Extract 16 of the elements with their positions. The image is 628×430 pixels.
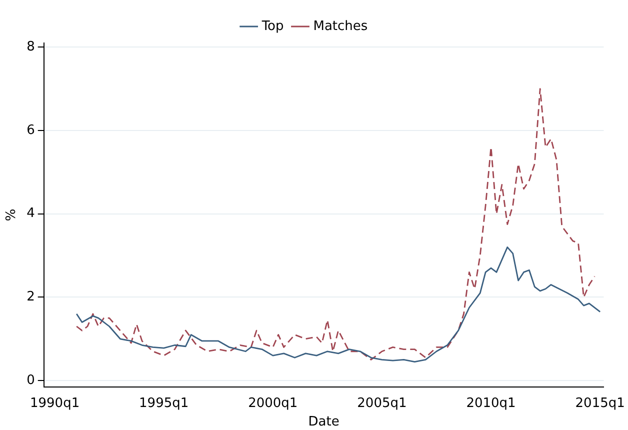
x-tick-label: 1990q1 xyxy=(30,396,80,411)
x-tick-label: 2015q1 xyxy=(575,396,625,411)
y-tick-label: 2 xyxy=(26,290,35,305)
x-tick-label: 2010q1 xyxy=(466,396,516,411)
y-tick-label: 0 xyxy=(26,372,35,388)
x-tick-label: 2005q1 xyxy=(357,396,407,411)
x-axis-title: Date xyxy=(308,414,340,430)
legend-label: Matches xyxy=(313,18,368,34)
y-tick-label: 6 xyxy=(26,122,35,138)
y-tick-label: 8 xyxy=(26,40,35,55)
x-tick-label: 1995q1 xyxy=(139,396,189,411)
x-tick-label: 2000q1 xyxy=(248,396,298,411)
legend-label: Top xyxy=(260,18,284,34)
y-axis-title: % xyxy=(4,208,20,222)
y-tick-label: 4 xyxy=(26,206,35,222)
line-series xyxy=(76,88,596,360)
